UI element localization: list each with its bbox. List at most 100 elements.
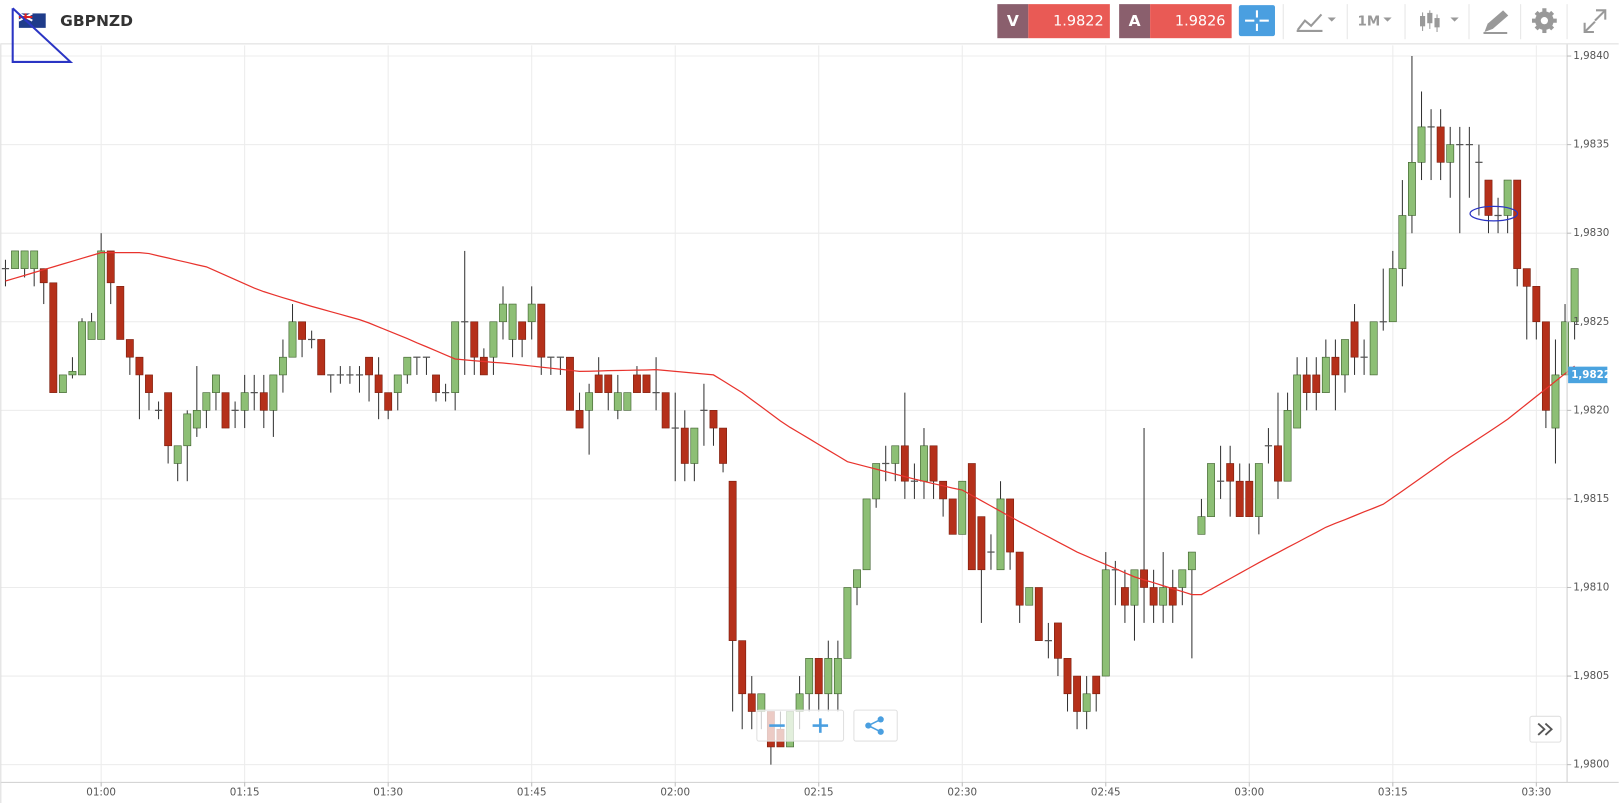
candle-body: [948, 498, 957, 535]
candle-body: [221, 392, 230, 429]
share-button[interactable]: [853, 709, 898, 742]
candle-body: [900, 445, 909, 482]
scroll-right-button[interactable]: [1529, 715, 1562, 743]
timeframe-button[interactable]: 1M: [1358, 15, 1392, 30]
candle-body: [1312, 374, 1321, 393]
moving-average: [5, 252, 1575, 596]
candle-body: [633, 374, 641, 393]
candle-body: [1551, 374, 1560, 429]
candle-body: [1388, 268, 1397, 323]
candle-body: [1149, 587, 1158, 606]
candle-body: [20, 250, 29, 269]
candle-body: [384, 392, 393, 411]
candle-body: [192, 410, 201, 429]
candle-body: [891, 445, 900, 464]
candle-body: [709, 410, 718, 429]
candle-body: [1293, 374, 1302, 429]
candle-body: [1207, 463, 1215, 517]
candle-body: [1341, 339, 1349, 376]
sell-button[interactable]: V 1.9822: [997, 4, 1110, 39]
candle-body: [872, 463, 881, 500]
buy-label: A: [1129, 12, 1141, 30]
toolbar-separators: [1282, 4, 1568, 40]
zoom-panel: [756, 709, 845, 742]
crosshair-button[interactable]: [1238, 5, 1275, 37]
candle-body: [11, 250, 19, 269]
candle-body: [451, 321, 460, 393]
candle-body: [604, 374, 613, 393]
candle-body: [212, 374, 220, 393]
candle-body: [403, 356, 412, 376]
candle-body: [594, 374, 603, 393]
candle-body: [365, 356, 373, 376]
candle-body: [1350, 321, 1359, 358]
zoom-controls: [756, 709, 845, 742]
candle-body: [1245, 480, 1254, 517]
candle-body: [1484, 179, 1493, 216]
chart-type-button[interactable]: [1296, 13, 1336, 32]
candle-body: [145, 374, 153, 393]
candle-body: [1408, 162, 1416, 216]
candle-style-button[interactable]: [1420, 10, 1459, 32]
candle-body: [747, 693, 756, 712]
candle-body: [843, 587, 852, 659]
y-tick-label: 1,9830: [1573, 227, 1609, 239]
candle-body: [135, 356, 144, 376]
candle-body: [116, 286, 125, 340]
candle-body: [1197, 516, 1206, 535]
candle-body: [623, 392, 632, 411]
candle-body: [298, 321, 306, 340]
candle-body: [1503, 179, 1512, 216]
ellipse-drawing[interactable]: [1469, 205, 1519, 222]
candle-body: [1254, 463, 1263, 517]
buy-price-box[interactable]: [1150, 4, 1232, 39]
candle-body: [269, 374, 278, 411]
candle-body: [288, 321, 297, 358]
candle-body: [106, 250, 115, 284]
candle-body: [537, 303, 546, 358]
triangle-drawing[interactable]: [11, 7, 74, 63]
candle-body: [87, 321, 96, 340]
candle-body: [690, 427, 699, 464]
candle-body: [1178, 569, 1187, 588]
y-tick-label: 1,9810: [1573, 581, 1609, 593]
settings-button[interactable]: [1531, 8, 1557, 34]
candle-body: [39, 268, 48, 284]
candle-body: [1092, 675, 1101, 695]
candle-body: [1235, 480, 1244, 517]
candle-body: [1159, 587, 1168, 606]
x-tick-label: 03:15: [1378, 787, 1408, 799]
draw-tools-button[interactable]: [1483, 10, 1509, 35]
candle-body: [1398, 215, 1407, 269]
x-tick-label: 01:00: [86, 787, 116, 799]
candle-body: [920, 445, 928, 482]
candle-body: [1369, 321, 1378, 376]
x-tick-label: 03:30: [1521, 787, 1551, 799]
candle-body: [164, 392, 173, 447]
candle-body: [49, 282, 58, 393]
candle-body: [1570, 268, 1579, 323]
x-tick-label: 02:00: [660, 787, 690, 799]
sell-label-box[interactable]: [997, 4, 1029, 39]
x-tick-label: 02:15: [804, 787, 834, 799]
candle-body: [680, 427, 689, 464]
candle-body: [1006, 498, 1015, 553]
candle-body: [499, 303, 507, 323]
buy-label-box[interactable]: [1119, 4, 1151, 39]
candle-body: [1168, 587, 1177, 606]
candle-body: [1541, 321, 1550, 411]
candle-body: [795, 693, 804, 712]
candle-body: [78, 321, 86, 376]
buy-button[interactable]: A 1.9826: [1119, 4, 1232, 39]
candle-body: [1302, 374, 1311, 393]
candle-body: [1283, 410, 1292, 482]
candle-body: [470, 321, 479, 358]
timeframe: 1M: [1358, 15, 1381, 30]
candle-body: [1417, 126, 1426, 163]
candle-body: [202, 392, 211, 411]
fullscreen-button[interactable]: [1583, 9, 1607, 34]
candle-body: [1436, 126, 1445, 163]
candle-body: [1226, 463, 1235, 482]
sell-price-box[interactable]: [1028, 4, 1110, 39]
